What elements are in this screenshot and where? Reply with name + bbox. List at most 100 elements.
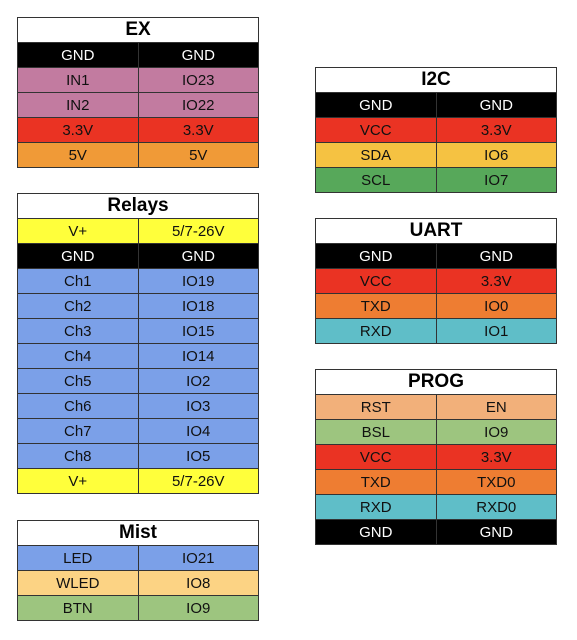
pin-row: GND GND	[315, 243, 557, 269]
pin-mapping-cell: IO8	[137, 570, 259, 596]
pin-mapping-cell: IO5	[137, 443, 259, 469]
pin-row: V+ 5/7-26V	[17, 468, 259, 494]
pin-mapping-cell: IO1	[435, 318, 557, 344]
pin-row: BSL IO9	[315, 419, 557, 445]
i2c-pin-table: I2C GND GND VCC 3.3V SDA IO6 SCL IO7	[315, 67, 557, 193]
pin-row: GND GND	[315, 519, 557, 545]
pin-label-cell: VCC	[315, 444, 437, 470]
pin-label-cell: V+	[17, 468, 139, 494]
pin-mapping-cell: IO0	[435, 293, 557, 319]
pin-mapping-cell: 5V	[137, 142, 259, 168]
pin-label-cell: BSL	[315, 419, 437, 445]
pin-mapping-cell: IO21	[137, 545, 259, 571]
pin-mapping-cell: IO15	[137, 318, 259, 344]
pin-mapping-cell: 3.3V	[435, 268, 557, 294]
i2c-table-title: I2C	[315, 67, 557, 93]
pin-row: GND GND	[17, 243, 259, 269]
pin-row: Ch7 IO4	[17, 418, 259, 444]
pin-row: WLED IO8	[17, 570, 259, 596]
pin-mapping-cell: IO9	[137, 595, 259, 621]
pin-mapping-cell: GND	[435, 243, 557, 269]
pin-row: Ch4 IO14	[17, 343, 259, 369]
pin-row: Ch1 IO19	[17, 268, 259, 294]
pin-label-cell: GND	[315, 243, 437, 269]
pin-row: IN1 IO23	[17, 67, 259, 93]
pin-label-cell: RXD	[315, 494, 437, 520]
pin-mapping-cell: GND	[137, 42, 259, 68]
pin-mapping-cell: IO6	[435, 142, 557, 168]
uart-pin-table: UART GND GND VCC 3.3V TXD IO0 RXD IO1	[315, 218, 557, 344]
pin-label-cell: V+	[17, 218, 139, 244]
pin-mapping-cell: IO22	[137, 92, 259, 118]
pin-label-cell: Ch1	[17, 268, 139, 294]
pin-row: Ch6 IO3	[17, 393, 259, 419]
pin-label-cell: IN1	[17, 67, 139, 93]
relays-pin-table: Relays V+ 5/7-26V GND GND Ch1 IO19 Ch2 IO18 Ch3 I…	[17, 193, 259, 494]
pin-label-cell: IN2	[17, 92, 139, 118]
pin-mapping-cell: IO19	[137, 268, 259, 294]
ex-pin-table: EX GND GND IN1 IO23 IN2 IO22 3.3V 3.3V 5V 5V	[17, 17, 259, 168]
pin-label-cell: RXD	[315, 318, 437, 344]
pin-label-cell: GND	[17, 243, 139, 269]
pin-row: SDA IO6	[315, 142, 557, 168]
pin-mapping-cell: 3.3V	[435, 117, 557, 143]
pin-label-cell: 3.3V	[17, 117, 139, 143]
pin-row: RXD IO1	[315, 318, 557, 344]
uart-table-title: UART	[315, 218, 557, 244]
pin-row: BTN IO9	[17, 595, 259, 621]
pin-mapping-cell: 5/7-26V	[137, 468, 259, 494]
mist-pin-table: Mist LED IO21 WLED IO8 BTN IO9	[17, 520, 259, 621]
pin-mapping-cell: IO14	[137, 343, 259, 369]
pin-row: Ch5 IO2	[17, 368, 259, 394]
pin-label-cell: VCC	[315, 268, 437, 294]
pin-mapping-cell: 5/7-26V	[137, 218, 259, 244]
pin-row: GND GND	[315, 92, 557, 118]
pin-mapping-cell: 3.3V	[435, 444, 557, 470]
pin-mapping-cell: TXD0	[435, 469, 557, 495]
pin-label-cell: 5V	[17, 142, 139, 168]
pin-label-cell: BTN	[17, 595, 139, 621]
pin-mapping-cell: IO9	[435, 419, 557, 445]
pin-row: GND GND	[17, 42, 259, 68]
pin-label-cell: Ch8	[17, 443, 139, 469]
pin-mapping-cell: IO18	[137, 293, 259, 319]
pin-row: 5V 5V	[17, 142, 259, 168]
relays-table-title: Relays	[17, 193, 259, 219]
pin-mapping-cell: IO2	[137, 368, 259, 394]
pin-label-cell: WLED	[17, 570, 139, 596]
pin-label-cell: VCC	[315, 117, 437, 143]
pin-mapping-cell: GND	[137, 243, 259, 269]
pin-row: VCC 3.3V	[315, 444, 557, 470]
pin-row: TXD IO0	[315, 293, 557, 319]
pin-label-cell: Ch5	[17, 368, 139, 394]
prog-table-title: PROG	[315, 369, 557, 395]
pin-label-cell: GND	[315, 92, 437, 118]
pin-label-cell: GND	[315, 519, 437, 545]
pin-mapping-cell: EN	[435, 394, 557, 420]
pin-mapping-cell: GND	[435, 519, 557, 545]
pin-mapping-cell: 3.3V	[137, 117, 259, 143]
pin-row: VCC 3.3V	[315, 117, 557, 143]
ex-table-title: EX	[17, 17, 259, 43]
pin-row: SCL IO7	[315, 167, 557, 193]
pin-row: LED IO21	[17, 545, 259, 571]
pin-mapping-cell: IO7	[435, 167, 557, 193]
pin-label-cell: Ch6	[17, 393, 139, 419]
pin-row: Ch2 IO18	[17, 293, 259, 319]
pin-label-cell: LED	[17, 545, 139, 571]
pin-row: RST EN	[315, 394, 557, 420]
pin-mapping-cell: GND	[435, 92, 557, 118]
pin-row: V+ 5/7-26V	[17, 218, 259, 244]
pin-row: Ch3 IO15	[17, 318, 259, 344]
pin-label-cell: SDA	[315, 142, 437, 168]
pin-row: TXD TXD0	[315, 469, 557, 495]
pin-row: IN2 IO22	[17, 92, 259, 118]
pin-label-cell: Ch7	[17, 418, 139, 444]
mist-table-title: Mist	[17, 520, 259, 546]
pin-label-cell: RST	[315, 394, 437, 420]
pin-row: Ch8 IO5	[17, 443, 259, 469]
pin-mapping-cell: IO3	[137, 393, 259, 419]
pin-label-cell: Ch4	[17, 343, 139, 369]
pin-mapping-cell: RXD0	[435, 494, 557, 520]
pin-mapping-cell: IO4	[137, 418, 259, 444]
